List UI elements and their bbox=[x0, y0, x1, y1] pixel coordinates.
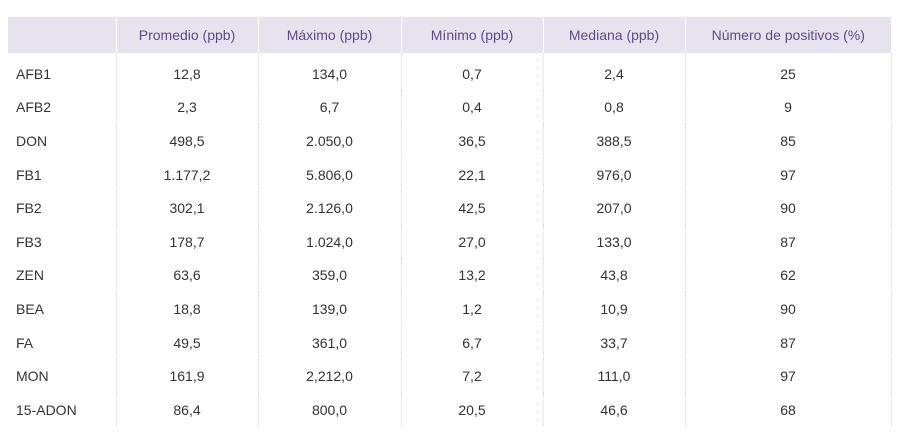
cell-maximo: 2.050,0 bbox=[258, 124, 402, 158]
header-promedio: Promedio (ppb) bbox=[116, 17, 259, 53]
cell-minimo: 0,7 bbox=[401, 53, 544, 91]
table-row: FB1 1.177,2 5.806,0 22,1 976,0 97 bbox=[8, 157, 892, 192]
table-row: DON 498,5 2.050,0 36,5 388,5 85 bbox=[8, 124, 892, 158]
cell-promedio: 12,8 bbox=[116, 53, 259, 91]
cell-promedio: 2,3 bbox=[116, 90, 259, 125]
row-label: MON bbox=[8, 359, 117, 393]
row-label: 15-ADON bbox=[8, 392, 117, 427]
cell-mediana: 10,9 bbox=[543, 292, 686, 326]
row-label: DON bbox=[8, 124, 117, 158]
cell-promedio: 1.177,2 bbox=[116, 157, 259, 192]
row-label: AFB2 bbox=[8, 90, 117, 125]
cell-mediana: 111,0 bbox=[543, 359, 686, 393]
cell-maximo: 800,0 bbox=[258, 392, 402, 427]
cell-positivos: 87 bbox=[685, 325, 892, 360]
cell-minimo: 27,0 bbox=[401, 224, 544, 259]
cell-minimo: 7,2 bbox=[401, 359, 544, 393]
table-row: FB2 302,1 2.126,0 42,5 207,0 90 bbox=[8, 191, 892, 225]
header-minimo: Mínimo (ppb) bbox=[401, 17, 544, 53]
table-row: BEA 18,8 139,0 1,2 10,9 90 bbox=[8, 292, 892, 326]
header-mediana: Mediana (ppb) bbox=[543, 17, 686, 53]
cell-maximo: 1.024,0 bbox=[258, 224, 402, 259]
cell-mediana: 976,0 bbox=[543, 157, 686, 192]
cell-minimo: 20,5 bbox=[401, 392, 544, 427]
cell-positivos: 85 bbox=[685, 124, 892, 158]
row-label: FB3 bbox=[8, 224, 117, 259]
row-label: FB1 bbox=[8, 157, 117, 192]
cell-maximo: 359,0 bbox=[258, 258, 402, 293]
cell-promedio: 498,5 bbox=[116, 124, 259, 158]
header-mycotoxin bbox=[8, 17, 117, 53]
cell-minimo: 36,5 bbox=[401, 124, 544, 158]
cell-mediana: 207,0 bbox=[543, 191, 686, 225]
cell-positivos: 25 bbox=[685, 53, 892, 91]
cell-minimo: 6,7 bbox=[401, 325, 544, 360]
cell-maximo: 2.126,0 bbox=[258, 191, 402, 225]
cell-mediana: 46,6 bbox=[543, 392, 686, 427]
table-row: ZEN 63,6 359,0 13,2 43,8 62 bbox=[8, 258, 892, 293]
cell-maximo: 2,212,0 bbox=[258, 359, 402, 393]
cell-minimo: 0,4 bbox=[401, 90, 544, 125]
cell-maximo: 5.806,0 bbox=[258, 157, 402, 192]
table-header-row: Promedio (ppb) Máximo (ppb) Mínimo (ppb)… bbox=[8, 17, 891, 53]
cell-promedio: 161,9 bbox=[116, 359, 259, 393]
table-row: AFB2 2,3 6,7 0,4 0,8 9 bbox=[8, 90, 892, 125]
row-label: FA bbox=[8, 325, 117, 360]
mycotoxin-table-container: Promedio (ppb) Máximo (ppb) Mínimo (ppb)… bbox=[8, 17, 892, 427]
table-row: FB3 178,7 1.024,0 27,0 133,0 87 bbox=[8, 224, 892, 259]
cell-mediana: 33,7 bbox=[543, 325, 686, 360]
table-row: FA 49,5 361,0 6,7 33,7 87 bbox=[8, 325, 892, 360]
cell-positivos: 97 bbox=[685, 359, 892, 393]
cell-minimo: 1,2 bbox=[401, 292, 544, 326]
cell-maximo: 6,7 bbox=[258, 90, 402, 125]
table-row: 15-ADON 86,4 800,0 20,5 46,6 68 bbox=[8, 392, 892, 427]
row-label: BEA bbox=[8, 292, 117, 326]
cell-mediana: 2,4 bbox=[543, 53, 686, 91]
table-row: AFB1 12,8 134,0 0,7 2,4 25 bbox=[8, 53, 892, 91]
cell-promedio: 49,5 bbox=[116, 325, 259, 360]
cell-minimo: 42,5 bbox=[401, 191, 544, 225]
row-label: FB2 bbox=[8, 191, 117, 225]
header-positivos: Número de positivos (%) bbox=[711, 27, 865, 43]
cell-positivos: 97 bbox=[685, 157, 892, 192]
cell-positivos: 90 bbox=[685, 292, 892, 326]
table-row: MON 161,9 2,212,0 7,2 111,0 97 bbox=[8, 359, 892, 393]
cell-promedio: 178,7 bbox=[116, 224, 259, 259]
cell-promedio: 18,8 bbox=[116, 292, 259, 326]
cell-mediana: 388,5 bbox=[543, 124, 686, 158]
cell-positivos: 9 bbox=[685, 90, 892, 125]
cell-maximo: 361,0 bbox=[258, 325, 402, 360]
cell-positivos: 87 bbox=[685, 224, 892, 259]
cell-maximo: 139,0 bbox=[258, 292, 402, 326]
cell-promedio: 302,1 bbox=[116, 191, 259, 225]
cell-minimo: 22,1 bbox=[401, 157, 544, 192]
cell-positivos: 68 bbox=[685, 392, 892, 427]
cell-maximo: 134,0 bbox=[258, 53, 402, 91]
cell-mediana: 133,0 bbox=[543, 224, 686, 259]
cell-promedio: 86,4 bbox=[116, 392, 259, 427]
cell-promedio: 63,6 bbox=[116, 258, 259, 293]
mycotoxin-table: Promedio (ppb) Máximo (ppb) Mínimo (ppb)… bbox=[8, 17, 892, 427]
cell-positivos: 90 bbox=[685, 191, 892, 225]
row-label: ZEN bbox=[8, 258, 117, 293]
cell-mediana: 43,8 bbox=[543, 258, 686, 293]
cell-mediana: 0,8 bbox=[543, 90, 686, 125]
cell-positivos: 62 bbox=[685, 258, 892, 293]
cell-minimo: 13,2 bbox=[401, 258, 544, 293]
row-label: AFB1 bbox=[8, 53, 117, 91]
header-maximo: Máximo (ppb) bbox=[258, 17, 402, 53]
